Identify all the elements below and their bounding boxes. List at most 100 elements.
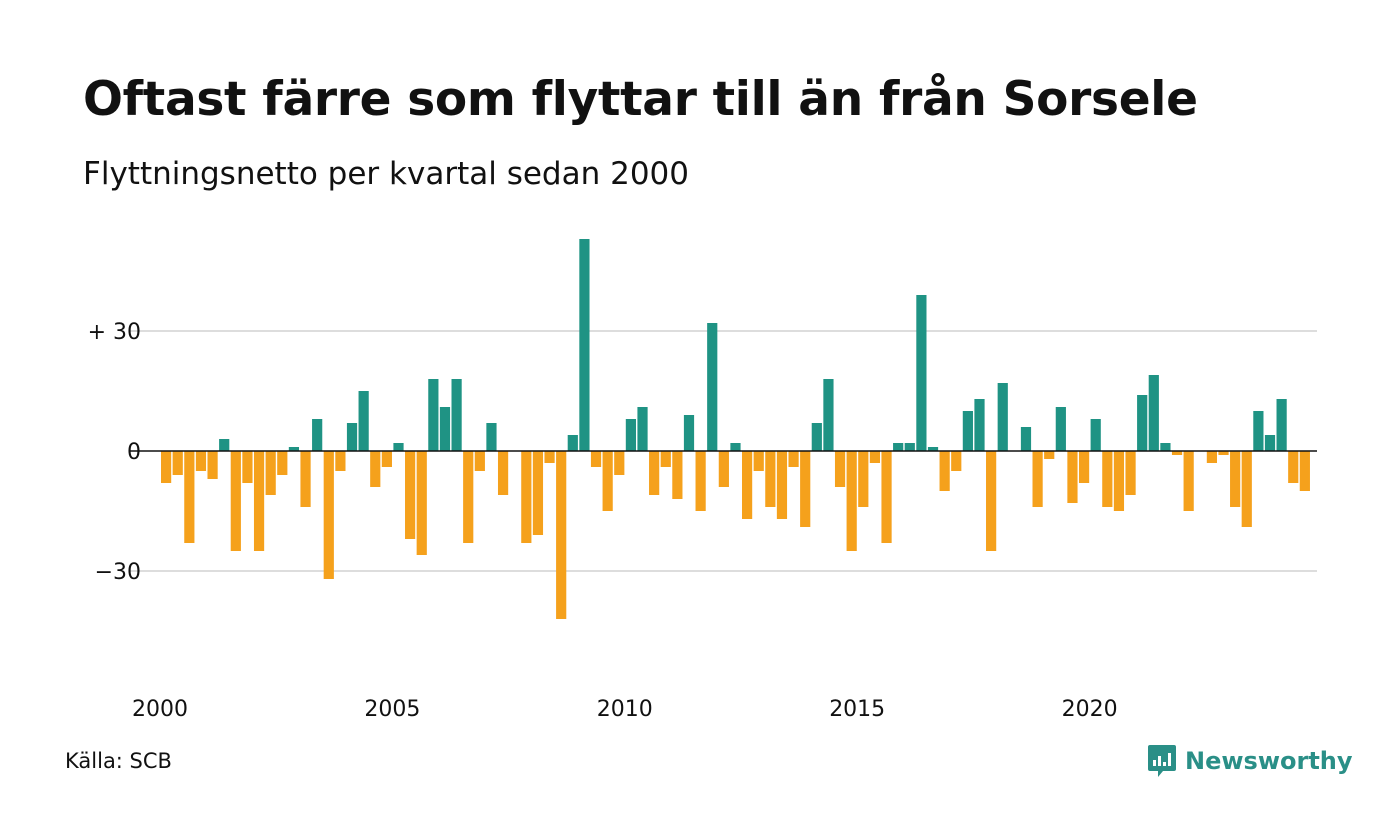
bar xyxy=(1160,443,1171,451)
bar xyxy=(869,451,881,463)
bar xyxy=(1299,451,1310,491)
bar xyxy=(1288,451,1299,483)
bar xyxy=(846,451,857,551)
bar xyxy=(974,399,985,451)
bar xyxy=(1241,451,1252,527)
bar xyxy=(242,451,253,483)
bar xyxy=(951,451,962,471)
brand-name: Newsworthy xyxy=(1185,747,1353,775)
bar xyxy=(219,439,230,451)
bar xyxy=(300,451,311,507)
bar xyxy=(288,447,300,451)
bar xyxy=(637,407,648,451)
bar xyxy=(1102,451,1113,507)
bar xyxy=(370,451,381,487)
bar xyxy=(428,379,439,451)
bar xyxy=(1020,427,1032,451)
bar xyxy=(579,239,590,451)
bar xyxy=(567,435,578,451)
bar xyxy=(986,451,997,551)
bar xyxy=(753,451,764,471)
bar xyxy=(532,451,544,535)
bar xyxy=(649,451,660,495)
chart-title: Oftast färre som flyttar till än från So… xyxy=(83,72,1198,127)
bar xyxy=(277,451,288,475)
bar xyxy=(172,451,183,475)
bar xyxy=(707,323,718,451)
bar xyxy=(811,423,822,451)
bar xyxy=(161,451,172,483)
bar xyxy=(939,451,950,491)
bar xyxy=(1276,399,1287,451)
bar xyxy=(602,451,613,511)
x-tick-label: 2010 xyxy=(597,697,653,722)
bar xyxy=(823,379,834,451)
bar xyxy=(1032,451,1043,507)
bar xyxy=(521,451,532,543)
bar xyxy=(230,451,241,551)
bar xyxy=(323,451,334,579)
bar xyxy=(312,419,323,451)
bar xyxy=(1206,451,1217,463)
bar xyxy=(625,419,636,451)
bar xyxy=(335,451,346,471)
bar xyxy=(881,451,892,543)
bar xyxy=(1230,451,1241,507)
bar xyxy=(660,451,671,467)
bar xyxy=(195,451,207,471)
bar xyxy=(916,295,927,451)
brand-logo: Newsworthy xyxy=(1147,744,1353,778)
bar xyxy=(834,451,846,487)
x-tick-label: 2005 xyxy=(364,697,420,722)
bar xyxy=(405,451,416,539)
bar xyxy=(451,379,462,451)
bars xyxy=(161,239,1310,619)
x-axis-ticks: 2000 2005 2010 2015 2020 xyxy=(132,697,1118,722)
bar xyxy=(1171,451,1183,455)
bar xyxy=(416,451,427,555)
bar xyxy=(556,451,567,619)
y-tick-label: −30 xyxy=(95,560,141,585)
bar xyxy=(544,451,555,463)
bar xyxy=(439,407,451,451)
bar xyxy=(1183,451,1194,511)
bar xyxy=(1218,451,1229,455)
bar xyxy=(1253,411,1264,451)
bar xyxy=(614,451,625,475)
bar xyxy=(1137,395,1148,451)
y-axis-ticks: + 30 0 −30 xyxy=(88,320,141,585)
bar xyxy=(858,451,869,507)
bar xyxy=(997,383,1008,451)
bar xyxy=(1067,451,1078,503)
bar xyxy=(184,451,195,543)
bar xyxy=(927,447,939,451)
bar xyxy=(1055,407,1066,451)
bar xyxy=(265,451,276,495)
bar xyxy=(346,423,358,451)
bar xyxy=(1148,375,1159,451)
bar xyxy=(1125,451,1136,495)
bar xyxy=(393,443,404,451)
x-tick-label: 2000 xyxy=(132,697,188,722)
bar xyxy=(904,443,915,451)
bar xyxy=(497,451,509,495)
bar xyxy=(776,451,788,519)
bar xyxy=(486,423,497,451)
bar xyxy=(893,443,904,451)
bar xyxy=(730,443,741,451)
bar xyxy=(683,415,695,451)
y-tick-label: + 30 xyxy=(88,320,141,345)
bar xyxy=(463,451,474,543)
source-note: Källa: SCB xyxy=(65,749,172,773)
bar xyxy=(253,451,265,551)
bar xyxy=(742,451,753,519)
bar xyxy=(207,451,218,479)
y-tick-label: 0 xyxy=(127,440,141,465)
bar xyxy=(672,451,683,499)
bar xyxy=(1264,435,1276,451)
newsworthy-logo-icon xyxy=(1148,745,1176,777)
bar xyxy=(765,451,776,507)
bar xyxy=(788,451,799,467)
bar xyxy=(800,451,811,527)
